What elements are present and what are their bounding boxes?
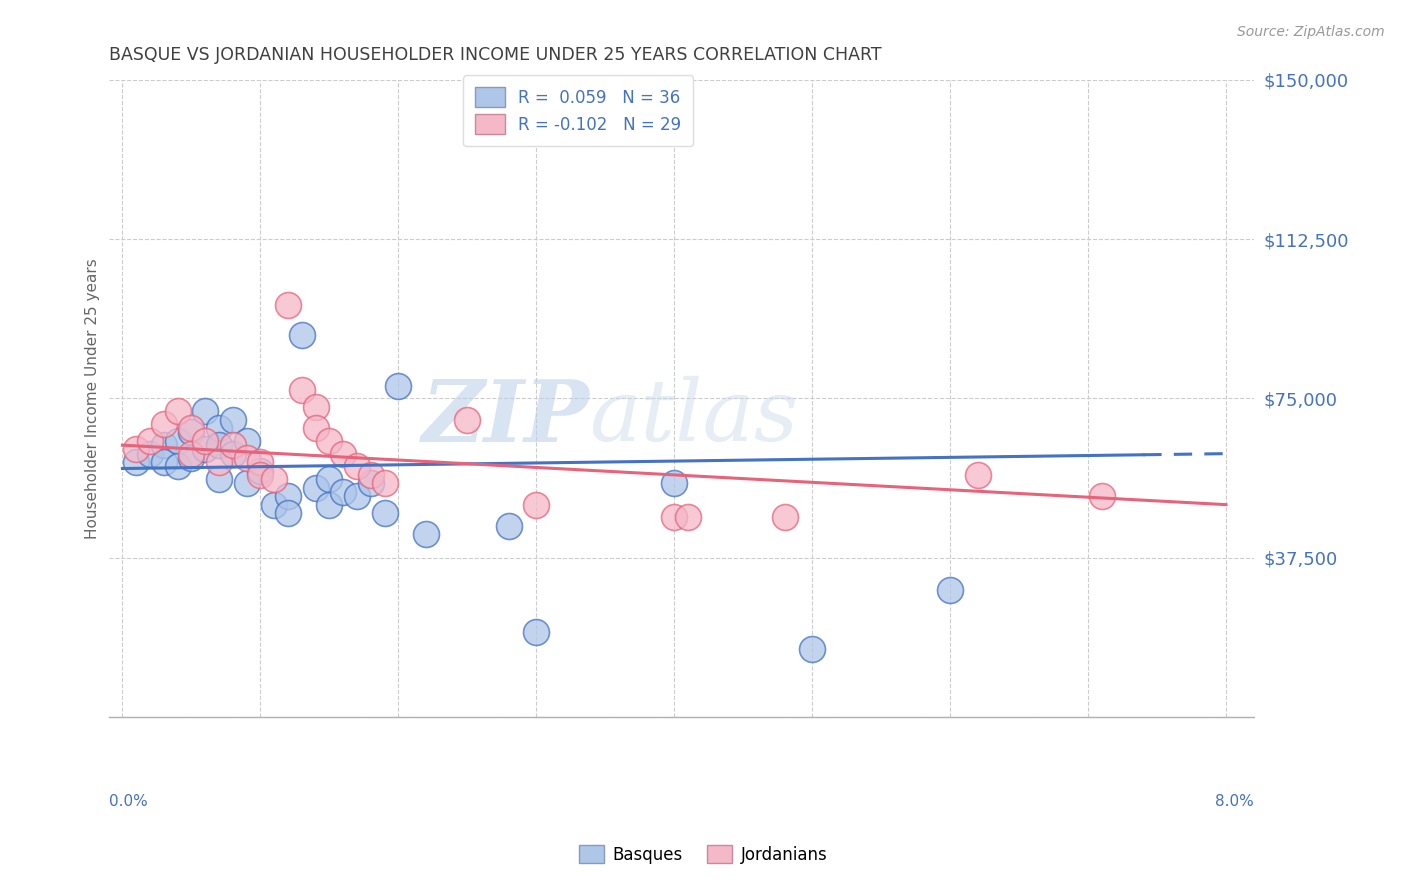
Point (346, 459, 368, 474)
Text: Source: ZipAtlas.com: Source: ZipAtlas.com (1237, 25, 1385, 39)
Point (415, 527, 437, 541)
Point (139, 434, 162, 448)
Point (304, 400, 326, 414)
Point (222, 438, 245, 452)
Point (249, 455, 271, 469)
Point (304, 421, 326, 435)
Text: atlas: atlas (589, 376, 799, 458)
Text: ZIP: ZIP (422, 376, 589, 459)
Point (332, 447, 354, 461)
Point (222, 412, 245, 426)
Point (939, 582, 962, 597)
Point (180, 421, 202, 435)
Legend: Basques, Jordanians: Basques, Jordanians (572, 838, 834, 871)
Y-axis label: Householder Income Under 25 years: Householder Income Under 25 years (86, 258, 100, 539)
Point (524, 498, 547, 512)
Point (125, 455, 148, 469)
Point (139, 447, 162, 461)
Point (166, 404, 188, 418)
Point (194, 434, 217, 448)
Point (180, 450, 202, 465)
Point (664, 510, 686, 524)
Legend: R =  0.059   N = 36, R = -0.102   N = 29: R = 0.059 N = 36, R = -0.102 N = 29 (463, 75, 693, 146)
Point (498, 519, 520, 533)
Point (125, 442, 148, 457)
Point (166, 459, 188, 474)
Point (208, 472, 231, 486)
Point (676, 510, 699, 524)
Point (664, 476, 686, 491)
Point (291, 383, 314, 397)
Point (773, 510, 796, 524)
Point (249, 467, 271, 482)
Point (235, 476, 257, 491)
Point (291, 327, 314, 342)
Point (801, 642, 824, 657)
Point (180, 425, 202, 440)
Point (332, 484, 354, 499)
Point (360, 476, 382, 491)
Point (277, 489, 299, 503)
Point (166, 434, 188, 448)
Point (208, 455, 231, 469)
Point (194, 442, 217, 457)
Point (373, 506, 395, 520)
Point (387, 378, 409, 392)
Point (235, 434, 257, 448)
Point (360, 467, 382, 482)
Point (304, 481, 326, 495)
Point (966, 467, 988, 482)
Point (208, 438, 231, 452)
Text: 8.0%: 8.0% (1215, 794, 1254, 809)
Point (373, 476, 395, 491)
Text: 0.0%: 0.0% (108, 794, 148, 809)
Point (222, 447, 245, 461)
Point (208, 421, 231, 435)
Point (524, 625, 547, 640)
Point (153, 417, 176, 431)
Point (346, 489, 368, 503)
Point (1091, 489, 1114, 503)
Point (263, 472, 285, 486)
Point (277, 298, 299, 312)
Point (318, 498, 340, 512)
Point (263, 498, 285, 512)
Point (180, 447, 202, 461)
Point (194, 404, 217, 418)
Point (318, 434, 340, 448)
Point (153, 455, 176, 469)
Text: BASQUE VS JORDANIAN HOUSEHOLDER INCOME UNDER 25 YEARS CORRELATION CHART: BASQUE VS JORDANIAN HOUSEHOLDER INCOME U… (108, 46, 882, 64)
Point (277, 506, 299, 520)
Point (153, 438, 176, 452)
Point (249, 464, 271, 478)
Point (235, 450, 257, 465)
Point (456, 412, 478, 426)
Point (318, 472, 340, 486)
